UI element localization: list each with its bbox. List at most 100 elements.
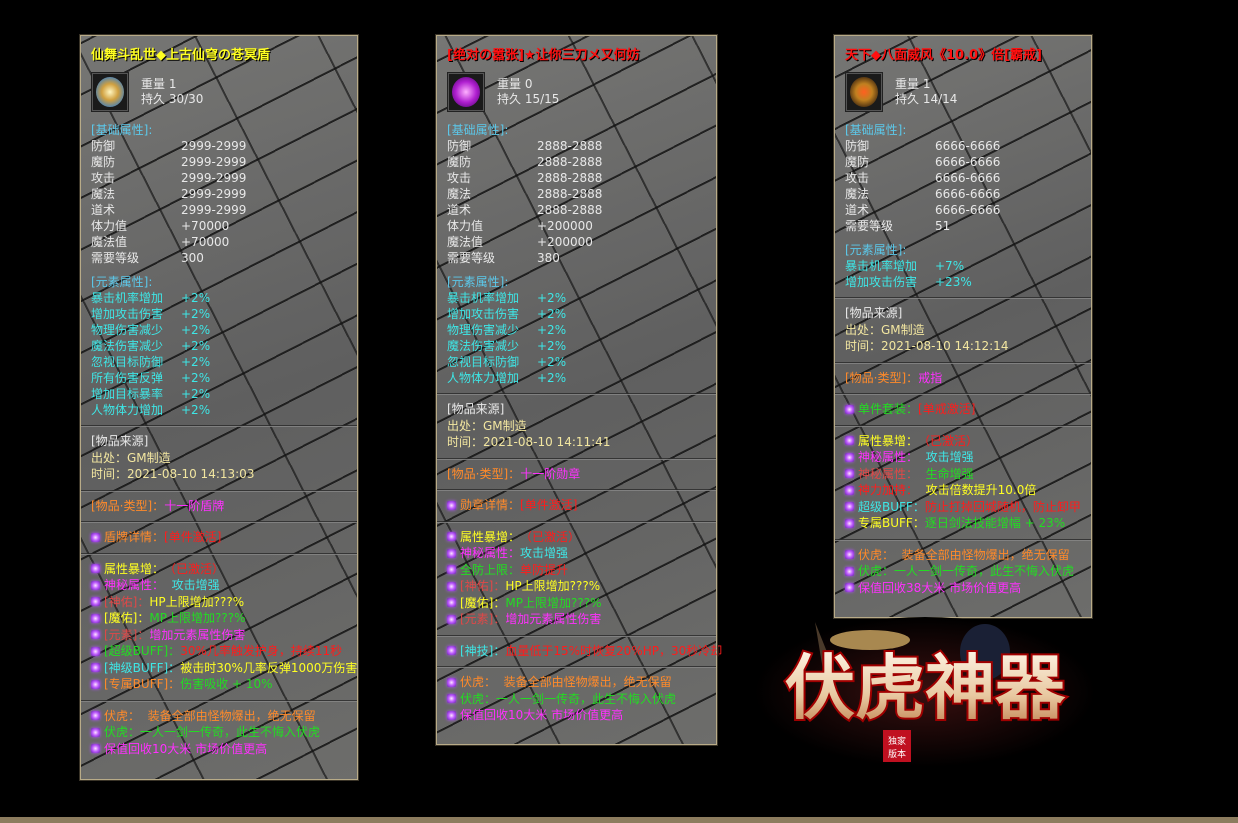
attribute-value: 2999-2999	[181, 155, 247, 169]
line-label: 神力加持：	[858, 483, 919, 497]
attribute-section: [基础属性]: 防御 6666-6666 魔防 6666-6666 攻击 6666-6666…	[845, 122, 1081, 234]
line-value: 血量低于15%时恢复20%HP，30秒冷却	[505, 643, 723, 658]
line-label: 属性暴增：	[104, 561, 165, 576]
purple-gem-bullet-icon	[91, 646, 100, 656]
purple-gem-bullet-icon	[447, 565, 456, 575]
attribute-value: +2%	[537, 323, 567, 337]
info-line: 伏虎： 装备全部由怪物爆出，绝无保留	[91, 708, 347, 725]
info-line: [超级BUFF]： 30%几率触发护身，持续11秒	[91, 643, 347, 660]
info-line: 超级BUFF： 防止打掉回城随机，防止卸甲	[845, 499, 1081, 516]
item-weight: 重量 1	[141, 77, 177, 91]
info-line: [神技]： 血量低于15%时恢复20%HP，30秒冷却	[447, 643, 722, 660]
attribute-row: 增加攻击伤害 +2%	[447, 306, 706, 322]
item-durability: 持久 14/14	[895, 92, 958, 106]
attribute-row: 防御 2999-2999	[91, 138, 347, 154]
attribute-value: 2888-2888	[537, 187, 603, 201]
attribute-label: 体力值	[447, 219, 484, 233]
attribute-label: 道术	[845, 203, 870, 217]
attribute-value: 6666-6666	[935, 155, 1001, 169]
attribute-label: 魔法值	[91, 235, 128, 249]
purple-gem-bullet-icon	[845, 518, 854, 528]
line-value: [单件激活]	[164, 530, 222, 544]
attribute-row: 所有伤害反弹 +2%	[91, 370, 347, 386]
attribute-section: [基础属性]: 防御 2888-2888 魔防 2888-2888 攻击 2888-2888…	[447, 122, 706, 266]
line-label: 保值回收38大米 市场价值更高	[858, 580, 1022, 595]
attribute-label: 增加攻击伤害	[91, 307, 164, 321]
attribute-label: 攻击	[845, 171, 870, 185]
line-value: （已激活）	[164, 561, 225, 576]
line-label: [物品·类型]：	[91, 498, 165, 513]
attribute-label: 增加攻击伤害	[845, 275, 918, 289]
info-line: 神秘属性： 生命增强	[845, 466, 1081, 483]
purple-gem-bullet-icon	[91, 580, 100, 590]
attribute-row: 道术 6666-6666	[845, 202, 1081, 218]
line-label: 伏虎： 装备全部由怪物爆出，绝无保留	[104, 708, 316, 723]
line-label: 神秘属性：	[858, 450, 919, 464]
info-line: 时间：2021-08-10 14:11:41	[447, 434, 706, 451]
line-label: 出处：GM制造	[447, 418, 527, 433]
logo-title: 伏虎神器	[785, 646, 1066, 729]
line-value: HP上限增加???%	[149, 594, 245, 609]
section-divider	[835, 361, 1091, 364]
attribute-value: 6666-6666	[935, 171, 1001, 185]
info-line: [神级BUFF]： 被击时30%几率反弹1000万伤害	[91, 660, 357, 677]
purple-gem-bullet-icon	[447, 710, 456, 720]
purple-gem-bullet-icon	[447, 548, 456, 558]
section-header: [基础属性]:	[447, 123, 509, 137]
attribute-section: [元素属性]: 暴击机率增加 +7% 增加攻击伤害 +23%	[845, 242, 1081, 290]
attribute-row: 人物体力增加 +2%	[91, 402, 347, 418]
info-line: 伏虎：一人一剑一传奇，此生不悔入伏虎	[91, 724, 347, 741]
info-section: 伏虎： 装备全部由怪物爆出，绝无保留 伏虎：一人一剑一传奇，此生不悔入伏虎 保值回收…	[447, 674, 706, 724]
line-label: 神秘属性：	[460, 546, 521, 560]
attribute-label: 忽视目标防御	[447, 355, 520, 369]
purple-gem-bullet-icon	[845, 485, 854, 495]
section-divider	[437, 457, 716, 460]
info-line: 伏虎： 装备全部由怪物爆出，绝无保留	[845, 547, 1081, 564]
item-stats: 重量 0 持久 15/15	[497, 77, 559, 107]
attribute-row: 魔法 2999-2999	[91, 186, 347, 202]
attribute-label: 魔法值	[447, 235, 484, 249]
attribute-row: 魔防 2888-2888	[447, 154, 706, 170]
attribute-label: 魔法伤害减少	[447, 339, 520, 353]
item-tooltip-medal: [绝对の嚣张]★让你三刀メ又何妨 重量 0 持久 15/15 [基础属性]: 防御 288…	[435, 34, 722, 746]
item-title: 仙舞斗乱世◆上古仙穹の苍冥盾	[91, 48, 270, 63]
info-section: [物品来源] 出处：GM制造 时间：2021-08-10 14:12:14	[845, 305, 1081, 355]
attribute-value: 6666-6666	[935, 139, 1001, 153]
attribute-label: 魔法	[845, 187, 870, 201]
info-line: [元素]： 增加元素属性伤害	[91, 627, 347, 644]
item-stats: 重量 1 持久 14/14	[895, 77, 957, 107]
item-tooltip-ring: 天下◆八面威风《10.0》倍[霸戒] 重量 1 持久 14/14 [基础属性]: 防御 6…	[833, 34, 1093, 619]
info-section: 盾牌详情： [单件激活]	[91, 529, 347, 546]
info-line: [专属BUFF]： 伤害吸收 + 10%	[91, 676, 347, 693]
line-value: 被击时30%几率反弹1000万伤害	[180, 660, 358, 675]
line-label: 伏虎：一人一剑一传奇，此生不悔入伏虎	[104, 725, 321, 739]
line-value: 30%几率触发护身，持续11秒	[180, 644, 343, 658]
attribute-label: 增加目标暴率	[91, 387, 164, 401]
line-value: 增加元素属性伤害	[149, 627, 246, 642]
attribute-value: +2%	[181, 307, 211, 321]
attribute-label: 人物体力增加	[447, 371, 520, 385]
line-label: 盾牌详情：	[104, 530, 165, 544]
attribute-value: +2%	[537, 355, 567, 369]
attribute-row: 魔法 2888-2888	[447, 186, 706, 202]
line-value: 攻击增强	[520, 546, 569, 560]
info-line: [神佑]： HP上限增加???%	[447, 578, 706, 595]
attribute-label: 体力值	[91, 219, 128, 233]
info-line: [物品·类型]： 戒指	[845, 370, 1081, 387]
line-label: 伏虎： 装备全部由怪物爆出，绝无保留	[460, 675, 672, 689]
attribute-value: 2999-2999	[181, 139, 247, 153]
info-section: 伏虎： 装备全部由怪物爆出，绝无保留 伏虎：一人一剑一传奇，此生不悔入伏虎 保值回收…	[91, 708, 347, 758]
info-line: 盾牌详情： [单件激活]	[91, 529, 347, 546]
attribute-row: 需要等级 51	[845, 218, 1081, 234]
line-label: 属性暴增：	[858, 433, 919, 448]
attribute-row: 物理伤害减少 +2%	[447, 322, 706, 338]
info-line: 伏虎： 装备全部由怪物爆出，绝无保留	[447, 674, 706, 691]
info-line: 出处：GM制造	[447, 418, 706, 435]
purple-gem-bullet-icon	[91, 663, 100, 673]
line-label: [物品来源]	[845, 306, 903, 320]
attribute-value: 380	[537, 251, 560, 265]
info-section: 勋章详情： [单件激活]	[447, 497, 706, 514]
section-divider	[437, 666, 716, 668]
attribute-row: 暴击机率增加 +7%	[845, 258, 1081, 274]
attribute-label: 攻击	[447, 171, 472, 185]
